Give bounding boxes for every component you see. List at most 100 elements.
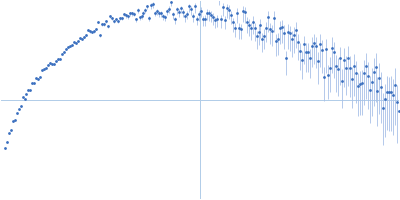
Point <box>287 32 294 35</box>
Point <box>188 8 194 11</box>
Point <box>198 9 204 12</box>
Point <box>120 12 127 16</box>
Point <box>43 66 50 69</box>
Point <box>93 27 99 31</box>
Point <box>331 51 337 54</box>
Point <box>374 89 381 93</box>
Point <box>321 76 327 79</box>
Point <box>303 50 309 54</box>
Point <box>238 27 244 30</box>
Point <box>279 25 286 29</box>
Point <box>220 5 226 8</box>
Point <box>267 28 274 31</box>
Point <box>170 13 176 16</box>
Point <box>37 75 44 78</box>
Point <box>380 107 387 110</box>
Point <box>97 34 103 37</box>
Point <box>104 25 111 28</box>
Point <box>222 18 228 21</box>
Point <box>101 23 107 26</box>
Point <box>49 62 56 65</box>
Point <box>154 10 160 13</box>
Point <box>162 16 168 19</box>
Point <box>257 24 264 27</box>
Point <box>33 77 40 80</box>
Point <box>378 85 385 88</box>
Point <box>2 147 8 150</box>
Point <box>31 81 38 85</box>
Point <box>176 10 182 14</box>
Point <box>134 8 141 11</box>
Point <box>118 17 125 20</box>
Point <box>122 14 129 17</box>
Point <box>338 79 345 82</box>
Point <box>245 23 252 26</box>
Point <box>362 64 369 68</box>
Point <box>55 58 62 61</box>
Point <box>283 56 290 60</box>
Point <box>327 66 333 69</box>
Point <box>21 97 28 100</box>
Point <box>8 129 14 132</box>
Point <box>281 31 288 34</box>
Point <box>384 90 391 93</box>
Point <box>325 74 331 77</box>
Point <box>79 37 85 40</box>
Point <box>152 11 158 14</box>
Point <box>158 11 164 14</box>
Point <box>370 70 377 74</box>
Point <box>297 49 303 53</box>
Point <box>234 12 240 15</box>
Point <box>59 52 65 55</box>
Point <box>192 5 198 8</box>
Point <box>228 13 234 17</box>
Point <box>317 42 323 46</box>
Point <box>218 17 224 21</box>
Point <box>210 15 216 18</box>
Point <box>329 46 335 49</box>
Point <box>106 14 113 17</box>
Point <box>392 83 398 86</box>
Point <box>291 33 298 37</box>
Point <box>138 15 145 18</box>
Point <box>335 68 341 71</box>
Point <box>190 14 196 17</box>
Point <box>230 21 236 24</box>
Point <box>244 20 250 24</box>
Point <box>130 12 137 15</box>
Point <box>45 63 52 66</box>
Point <box>142 8 149 12</box>
Point <box>364 74 371 77</box>
Point <box>75 40 81 43</box>
Point <box>174 7 180 11</box>
Point <box>4 140 10 143</box>
Point <box>251 27 258 30</box>
Point <box>17 105 24 108</box>
Point <box>323 48 329 51</box>
Point <box>69 43 75 46</box>
Point <box>148 4 155 7</box>
Point <box>265 16 272 19</box>
Point <box>368 80 375 83</box>
Point <box>114 20 121 23</box>
Point <box>146 16 153 20</box>
Point <box>208 13 214 16</box>
Point <box>51 62 58 66</box>
Point <box>340 58 347 61</box>
Point <box>23 92 30 95</box>
Point <box>376 76 383 80</box>
Point <box>53 59 60 63</box>
Point <box>301 43 307 46</box>
Point <box>83 33 89 36</box>
Point <box>319 49 325 52</box>
Point <box>108 17 115 20</box>
Point <box>346 66 353 69</box>
Point <box>10 120 16 123</box>
Point <box>305 50 311 53</box>
Point <box>396 109 400 112</box>
Point <box>132 18 139 21</box>
Point <box>61 50 67 53</box>
Point <box>29 82 36 85</box>
Point <box>15 108 22 111</box>
Point <box>315 60 321 63</box>
